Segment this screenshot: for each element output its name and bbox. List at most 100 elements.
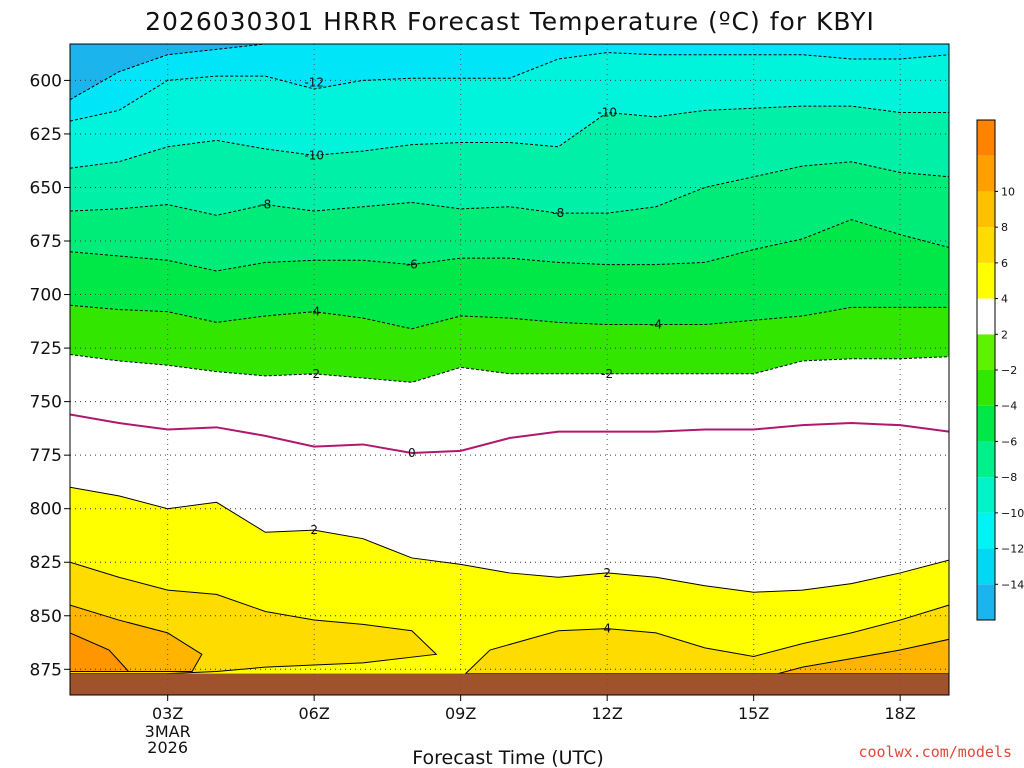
colorbar-segment (977, 227, 995, 263)
y-tick-label: 675 (30, 232, 62, 252)
y-tick-label: 875 (30, 660, 62, 680)
y-tick-label: 650 (30, 178, 62, 198)
contour-label--2: -2 (308, 367, 320, 381)
colorbar-label: 2 (1001, 328, 1008, 341)
svg-text:-4: -4 (650, 318, 662, 332)
colorbar-label: −4 (1001, 400, 1017, 413)
band-plus6-right (777, 638, 949, 675)
colorbar-segment (977, 334, 995, 370)
band-2 (70, 414, 949, 593)
svg-text:2: 2 (603, 566, 611, 580)
colorbar-label: −6 (1001, 435, 1017, 448)
svg-text:-10: -10 (304, 148, 324, 162)
y-axis: 600 625 650 675 700 725 750 775 800 825 850 875 (30, 71, 70, 680)
contour-label-2: 2 (603, 566, 611, 580)
svg-text:-12: -12 (304, 76, 324, 90)
svg-text:0: 0 (408, 446, 416, 460)
colorbar-label: −12 (1001, 543, 1024, 556)
colorbar-segment (977, 477, 995, 513)
contour-line--4 (70, 304, 949, 330)
y-tick-label: 700 (30, 286, 62, 306)
y-tick-label: 750 (30, 393, 62, 413)
x-tick-label: 18Z (885, 704, 916, 723)
colorbar-segment (977, 191, 995, 228)
y-tick-label: 775 (30, 446, 62, 466)
colorbar-label: −10 (1001, 507, 1024, 520)
band--2 (70, 305, 949, 383)
svg-text:-6: -6 (406, 258, 418, 272)
contour-label--8: -8 (259, 198, 271, 212)
svg-text:2: 2 (310, 523, 318, 537)
contour-line-0 (70, 413, 949, 455)
colorbar-label: 4 (1001, 293, 1008, 306)
contour-label-0: 0 (408, 446, 416, 460)
y-tick-label: 850 (30, 607, 62, 627)
colorbar-segment (977, 584, 995, 620)
contour-label--4: -4 (650, 318, 662, 332)
band-plus4-right (464, 604, 949, 675)
band--6 (70, 161, 949, 271)
x-tick-label: 06Z (299, 704, 330, 723)
band-plus8 (70, 632, 130, 672)
band--10 (70, 52, 949, 169)
x-tick-label: 09Z (445, 704, 476, 723)
contour-label-2: 2 (310, 523, 318, 537)
x-tick-label: 12Z (592, 704, 623, 723)
colorbar-segment (977, 405, 995, 442)
contour-label--8: -8 (552, 206, 564, 220)
colorbar-label: −2 (1001, 364, 1017, 377)
x-tick-sublabel: 2026 (147, 738, 188, 757)
band-minus12 (70, 44, 949, 122)
colorbar-segment (977, 155, 995, 192)
contour-line-2 (70, 486, 949, 593)
colorbar-label: 8 (1001, 221, 1008, 234)
colorbar-label: −14 (1001, 578, 1024, 591)
colorbar-segment (977, 441, 995, 478)
y-tick-label: 625 (30, 125, 62, 145)
plot-frame (69, 43, 950, 696)
contour-label-4: 4 (603, 622, 611, 636)
contour-line--6 (70, 219, 949, 272)
contour-line--12 (70, 52, 949, 122)
credit-text: coolwx.com/models (858, 743, 1012, 761)
contour-label--6: -6 (406, 258, 418, 272)
band--4 (70, 219, 949, 329)
contour-label--10: -10 (597, 106, 617, 120)
colorbar-segment (977, 120, 995, 156)
ground-layer (70, 673, 949, 695)
chart-title: 2026030301 HRRR Forecast Temperature (ºC… (145, 7, 875, 36)
svg-text:-10: -10 (597, 106, 617, 120)
contour-label--12: -12 (304, 76, 324, 90)
colorbar-segment (977, 548, 995, 585)
colorbar-segment (977, 262, 995, 299)
colorbar-segment (977, 298, 995, 335)
svg-text:4: 4 (603, 622, 611, 636)
svg-text:-2: -2 (601, 367, 613, 381)
colorbar-segment (977, 512, 995, 549)
colorbar-label: −8 (1001, 471, 1017, 484)
x-tick-sublabel: 3MAR (145, 722, 191, 741)
colorbar-segment (977, 370, 995, 406)
y-tick-label: 600 (30, 71, 62, 91)
band-cold-corner (70, 44, 266, 100)
y-tick-label: 800 (30, 500, 62, 520)
x-axis-title: Forecast Time (UTC) (412, 747, 603, 768)
colorbar-label: 10 (1001, 185, 1015, 198)
contour-line--2 (70, 354, 949, 383)
colorbar-label: 6 (1001, 257, 1008, 270)
x-tick-label: 03Z (152, 704, 183, 723)
y-tick-label: 825 (30, 553, 62, 573)
svg-text:-2: -2 (308, 367, 320, 381)
contour-label--2: -2 (601, 367, 613, 381)
svg-text:-8: -8 (259, 198, 271, 212)
band-0 (70, 354, 949, 454)
svg-text:-4: -4 (308, 305, 320, 319)
plot-area: -12 -10 -10 -8 -8 -6 -4 -4 -2 -2 0 2 2 4 (70, 44, 949, 695)
svg-text:-8: -8 (552, 206, 564, 220)
x-tick-label: 15Z (738, 704, 769, 723)
contour-label--4: -4 (308, 305, 320, 319)
band--8 (70, 106, 949, 216)
colorbar: −14 −12 −10 −8 −6 −4 −2 2 4 6 8 10 (976, 119, 1024, 621)
